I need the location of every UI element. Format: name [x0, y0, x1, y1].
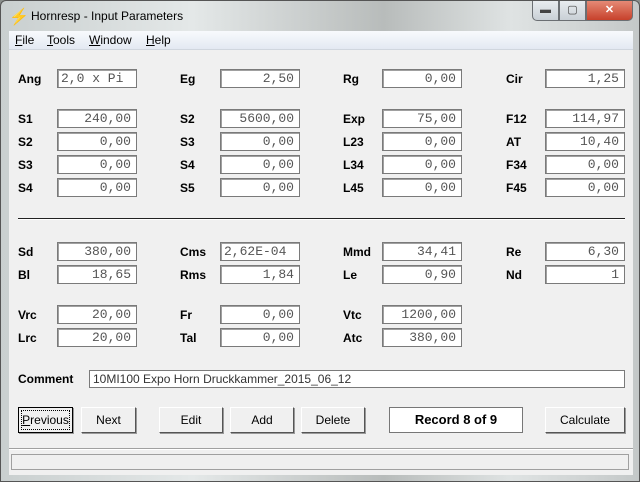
label-rms: Rms: [180, 268, 207, 282]
input-rms[interactable]: 1,84: [220, 265, 300, 284]
input-s3[interactable]: 0,00: [220, 132, 300, 151]
label-s5: S5: [180, 181, 195, 195]
input-le[interactable]: 0,90: [382, 265, 462, 284]
label-cir: Cir: [506, 72, 523, 86]
label-f12: F12: [506, 112, 527, 126]
label-fr: Fr: [180, 308, 192, 322]
label-s4: S4: [180, 158, 195, 172]
label-cms: Cms: [180, 245, 207, 259]
calculate-button[interactable]: Calculate: [545, 407, 625, 433]
label-l34: L34: [343, 158, 364, 172]
label-s1: S1: [18, 112, 33, 126]
input-s4[interactable]: 0,00: [220, 155, 300, 174]
add-button[interactable]: Add: [230, 407, 294, 433]
menu-bar: File Tools Window Help: [9, 31, 633, 50]
label-bl: Bl: [18, 268, 30, 282]
input-tal[interactable]: 0,00: [220, 328, 300, 347]
input-f45[interactable]: 0,00: [545, 178, 625, 197]
label-vtc: Vtc: [343, 308, 362, 322]
input-s4[interactable]: 0,00: [57, 178, 137, 197]
input-mmd[interactable]: 34,41: [382, 242, 462, 261]
label-at: AT: [506, 135, 522, 149]
maximize-icon: ▢: [567, 4, 578, 16]
input-vrc[interactable]: 20,00: [57, 305, 137, 324]
section-divider: [18, 218, 625, 220]
title-bar[interactable]: ⚡ Hornresp - Input Parameters ▬ ▢ ✕: [1, 1, 639, 31]
label-ang: Ang: [18, 72, 42, 86]
next-button[interactable]: Next: [81, 407, 136, 433]
maximize-button[interactable]: ▢: [559, 1, 586, 21]
label-s4: S4: [18, 181, 33, 195]
input-fr[interactable]: 0,00: [220, 305, 300, 324]
label-atc: Atc: [343, 331, 363, 345]
label-f45: F45: [506, 181, 527, 195]
input-l45[interactable]: 0,00: [382, 178, 462, 197]
previous-button[interactable]: Previous: [18, 407, 73, 433]
input-s3[interactable]: 0,00: [57, 155, 137, 174]
input-parameters-panel: Comment 10MI100 Expo Horn Druckkammer_20…: [9, 50, 633, 475]
input-bl[interactable]: 18,65: [57, 265, 137, 284]
comment-input[interactable]: 10MI100 Expo Horn Druckkammer_2015_06_12: [89, 370, 625, 388]
input-eg[interactable]: 2,50: [220, 69, 300, 88]
input-lrc[interactable]: 20,00: [57, 328, 137, 347]
edit-button[interactable]: Edit: [159, 407, 223, 433]
input-at[interactable]: 10,40: [545, 132, 625, 151]
label-nd: Nd: [506, 268, 522, 282]
menu-help[interactable]: Help: [146, 33, 171, 47]
close-icon: ✕: [604, 4, 615, 16]
label-s3: S3: [18, 158, 33, 172]
input-s2[interactable]: 0,00: [57, 132, 137, 151]
lightning-icon: ⚡: [9, 9, 29, 26]
status-separator: [9, 448, 633, 450]
input-s5[interactable]: 0,00: [220, 178, 300, 197]
label-f34: F34: [506, 158, 527, 172]
input-nd[interactable]: 1: [545, 265, 625, 284]
label-exp: Exp: [343, 112, 366, 126]
input-s1[interactable]: 240,00: [57, 109, 137, 128]
record-indicator: Record 8 of 9: [389, 407, 523, 433]
input-l34[interactable]: 0,00: [382, 155, 462, 174]
label-lrc: Lrc: [18, 331, 37, 345]
label-vrc: Vrc: [18, 308, 37, 322]
input-ang[interactable]: 2,0 x Pi: [57, 69, 137, 88]
comment-label: Comment: [18, 372, 74, 386]
label-re: Re: [506, 245, 522, 259]
previous-label: revious: [30, 413, 69, 427]
label-eg: Eg: [180, 72, 196, 86]
close-button[interactable]: ✕: [586, 1, 633, 21]
input-f34[interactable]: 0,00: [545, 155, 625, 174]
input-cir[interactable]: 1,25: [545, 69, 625, 88]
minimize-button[interactable]: ▬: [532, 1, 559, 21]
input-s2[interactable]: 5600,00: [220, 109, 300, 128]
menu-file[interactable]: File: [15, 33, 35, 47]
label-l45: L45: [343, 181, 364, 195]
input-l23[interactable]: 0,00: [382, 132, 462, 151]
label-sd: Sd: [18, 245, 34, 259]
delete-button[interactable]: Delete: [301, 407, 365, 433]
menu-window[interactable]: Window: [89, 33, 132, 47]
input-vtc[interactable]: 1200,00: [382, 305, 462, 324]
label-tal: Tal: [180, 331, 197, 345]
input-cms[interactable]: 2,62E-04: [220, 242, 300, 261]
input-re[interactable]: 6,30: [545, 242, 625, 261]
minimize-icon: ▬: [540, 4, 551, 16]
label-s2: S2: [18, 135, 33, 149]
label-s3: S3: [180, 135, 195, 149]
label-mmd: Mmd: [343, 245, 371, 259]
input-sd[interactable]: 380,00: [57, 242, 137, 261]
input-exp[interactable]: 75,00: [382, 109, 462, 128]
status-bar: [11, 454, 629, 470]
input-rg[interactable]: 0,00: [382, 69, 462, 88]
label-rg: Rg: [343, 72, 359, 86]
label-l23: L23: [343, 135, 364, 149]
window-title: Hornresp - Input Parameters: [31, 9, 184, 23]
input-f12[interactable]: 114,97: [545, 109, 625, 128]
input-atc[interactable]: 380,00: [382, 328, 462, 347]
label-s2: S2: [180, 112, 195, 126]
label-le: Le: [343, 268, 358, 282]
menu-tools[interactable]: Tools: [47, 33, 76, 47]
